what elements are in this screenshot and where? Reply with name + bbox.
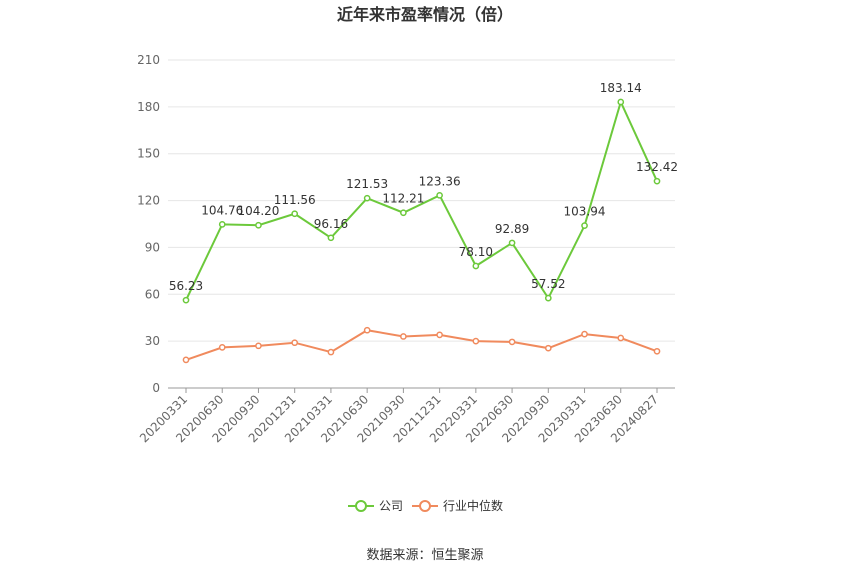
series-group <box>182 98 661 364</box>
data-point <box>617 334 625 342</box>
data-point <box>544 294 552 302</box>
gridlines <box>168 59 675 342</box>
legend-label-industry-median: 行业中位数 <box>443 498 503 513</box>
data-label: 183.14 <box>600 81 642 95</box>
data-point <box>291 339 299 347</box>
data-label: 132.42 <box>636 160 678 174</box>
data-point <box>218 344 226 351</box>
data-point <box>436 331 443 339</box>
data-point <box>327 234 335 242</box>
y-tick-label: 30 <box>145 334 160 348</box>
legend-marker-company <box>355 500 367 512</box>
data-label: 56.23 <box>169 279 203 293</box>
data-point <box>400 333 407 340</box>
legend-item-industry-median[interactable]: 行业中位数 <box>412 498 503 513</box>
data-point <box>544 344 552 352</box>
data-point <box>653 347 661 355</box>
x-axis: 2020033120200630202009302020123120210331… <box>137 387 675 445</box>
data-point <box>653 177 661 185</box>
data-label: 57.52 <box>531 277 565 291</box>
data-point <box>617 98 625 106</box>
data-label: 121.53 <box>346 177 388 191</box>
data-point <box>218 221 226 228</box>
y-tick-label: 90 <box>145 240 160 254</box>
y-tick-label: 60 <box>145 287 160 301</box>
data-point <box>508 239 516 247</box>
data-point <box>182 296 190 304</box>
data-label: 111.56 <box>274 193 316 207</box>
legend[interactable]: 公司 行业中位数 <box>348 498 503 513</box>
data-point <box>255 221 262 229</box>
chart-title: 近年来市盈率情况（倍） <box>337 5 513 24</box>
series-line-1 <box>185 329 658 361</box>
data-point <box>327 348 335 356</box>
legend-marker-industry-median <box>419 500 431 512</box>
data-point <box>472 337 480 345</box>
data-label: 104.76 <box>201 203 243 217</box>
data-label: 112.21 <box>382 192 424 206</box>
y-tick-label: 210 <box>137 53 160 67</box>
data-point <box>363 194 371 202</box>
data-label: 96.16 <box>314 217 348 231</box>
data-point <box>182 356 190 364</box>
data-label: 103.94 <box>564 205 606 219</box>
data-point <box>400 209 407 217</box>
data-label: 92.89 <box>495 222 529 236</box>
data-label: 104.20 <box>237 204 279 218</box>
data-source: 数据来源：恒生聚源 <box>366 548 483 563</box>
y-tick-label: 150 <box>137 147 160 161</box>
y-axis: 0 30 60 90 120 150 180 210 <box>137 53 160 395</box>
data-point <box>581 222 588 230</box>
y-tick-label: 120 <box>137 194 160 208</box>
data-point <box>581 330 588 338</box>
y-tick-label: 0 <box>152 381 160 395</box>
data-point <box>255 342 262 350</box>
data-label: 123.36 <box>419 174 461 188</box>
data-point <box>291 210 299 218</box>
data-point <box>508 338 516 346</box>
series-line-0 <box>185 99 658 301</box>
data-point <box>436 191 443 199</box>
legend-item-company[interactable]: 公司 <box>348 499 403 513</box>
y-tick-label: 180 <box>137 100 160 114</box>
data-point <box>472 262 480 270</box>
data-label: 78.10 <box>459 245 493 259</box>
legend-label-company: 公司 <box>379 499 403 513</box>
data-point <box>363 326 371 334</box>
